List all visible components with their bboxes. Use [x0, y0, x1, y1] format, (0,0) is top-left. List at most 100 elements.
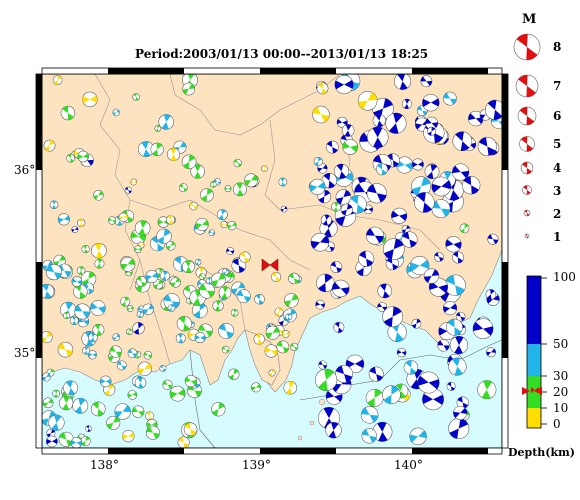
focal-mechanism [77, 218, 86, 227]
focal-mechanism [87, 350, 97, 360]
depth-tick-0: 0 [553, 417, 561, 431]
focal-mechanism [132, 405, 145, 418]
focal-mechanism [152, 279, 164, 290]
focal-mechanism [122, 429, 135, 443]
focal-mechanism [136, 310, 144, 318]
focal-mechanism [82, 91, 98, 108]
focal-mechanism [411, 318, 422, 329]
focal-mechanism [145, 411, 155, 421]
magnitude-legend-ball [520, 161, 534, 175]
focal-mechanism [112, 333, 121, 342]
focal-mechanism [357, 91, 378, 111]
focal-mechanism [366, 226, 384, 245]
depth-colorbar [522, 275, 547, 429]
magnitude-header: M [522, 12, 537, 27]
focal-mechanism [114, 403, 131, 420]
focal-mechanism [167, 147, 180, 161]
focal-mechanism [70, 437, 83, 449]
focal-mechanism [126, 305, 134, 312]
focal-mechanism [417, 371, 440, 394]
focal-mechanism [443, 301, 458, 316]
focal-mechanism [211, 402, 226, 417]
focal-mechanism [182, 82, 196, 96]
focal-mechanism [431, 176, 452, 197]
focal-mechanism [411, 158, 424, 171]
focal-mechanism [199, 282, 215, 299]
focal-mechanism [66, 153, 76, 163]
focal-mechanism [461, 176, 481, 195]
focal-mechanism [137, 361, 152, 376]
focal-mechanism [220, 221, 228, 229]
focal-mechanism [335, 189, 352, 205]
focal-mechanism [446, 381, 456, 391]
focal-mechanism [73, 284, 88, 299]
focal-mechanism [85, 425, 92, 432]
focal-mechanism [184, 374, 198, 388]
focal-mechanism [42, 397, 54, 409]
mag-label-2: 2 [553, 207, 562, 221]
focal-mechanism [268, 369, 276, 377]
focal-mechanism [81, 245, 90, 254]
focal-mechanism [39, 283, 55, 299]
focal-mechanism [367, 126, 389, 149]
focal-mechanism [135, 275, 147, 287]
focal-mechanism [422, 93, 440, 112]
focal-mechanism [420, 75, 433, 88]
focal-mechanism [290, 342, 299, 351]
focal-mechanism [189, 201, 198, 211]
focal-mechanism [265, 325, 280, 340]
focal-mechanism [218, 286, 232, 299]
focal-mechanism [445, 236, 462, 253]
focal-mechanism [233, 158, 242, 168]
focal-mechanism [409, 427, 427, 446]
focal-mechanism [233, 182, 247, 197]
mag-label-1: 1 [553, 230, 562, 244]
focal-mechanism [145, 269, 159, 283]
focal-mechanism [45, 264, 62, 281]
focal-mechanism [253, 333, 265, 345]
focal-mechanism [127, 390, 138, 400]
focal-mechanism [120, 296, 131, 307]
focal-mechanism [425, 116, 439, 130]
focal-mechanism [372, 114, 386, 128]
focal-mechanism [316, 82, 329, 95]
focal-mechanism [57, 341, 74, 358]
focal-mechanism [42, 372, 51, 382]
focal-mechanism [57, 213, 70, 226]
focal-mechanism [331, 279, 350, 298]
focal-mechanism [264, 344, 278, 358]
focal-mechanism [76, 266, 86, 275]
focal-mechanism [71, 276, 83, 287]
focal-mechanism [316, 273, 335, 293]
depth-tick-20: 20 [553, 385, 569, 399]
focal-mechanism [334, 75, 354, 95]
mag-label-6: 6 [553, 109, 562, 123]
focal-mechanism [126, 328, 133, 336]
focal-mechanism [130, 178, 138, 186]
focal-mechanism [437, 339, 450, 352]
focal-mechanism [366, 183, 387, 204]
focal-mechanism [181, 260, 195, 274]
focal-mechanism [358, 250, 375, 267]
focal-mechanism [46, 435, 58, 448]
focal-mechanism [340, 203, 353, 216]
focal-mechanism [169, 385, 186, 402]
focal-mechanism [284, 293, 299, 308]
focal-mechanism [93, 189, 104, 201]
lat-label-36: 36° [14, 163, 36, 177]
focal-mechanism [261, 165, 268, 172]
mag-label-3: 3 [553, 184, 562, 198]
magnitude-legend-ball [519, 136, 535, 152]
focal-mechanism [216, 209, 228, 221]
red-bowtie-icon [261, 258, 279, 272]
focal-mechanism [159, 364, 167, 372]
focal-mechanism [427, 126, 436, 136]
focal-mechanism [431, 199, 451, 219]
depth-tick-50: 50 [553, 337, 569, 351]
focal-mechanism [446, 318, 463, 336]
focal-mechanism [274, 307, 284, 317]
focal-mechanism [90, 300, 106, 316]
focal-mechanism [163, 293, 180, 310]
focal-mechanism [443, 91, 457, 106]
focal-mechanism [236, 289, 251, 304]
